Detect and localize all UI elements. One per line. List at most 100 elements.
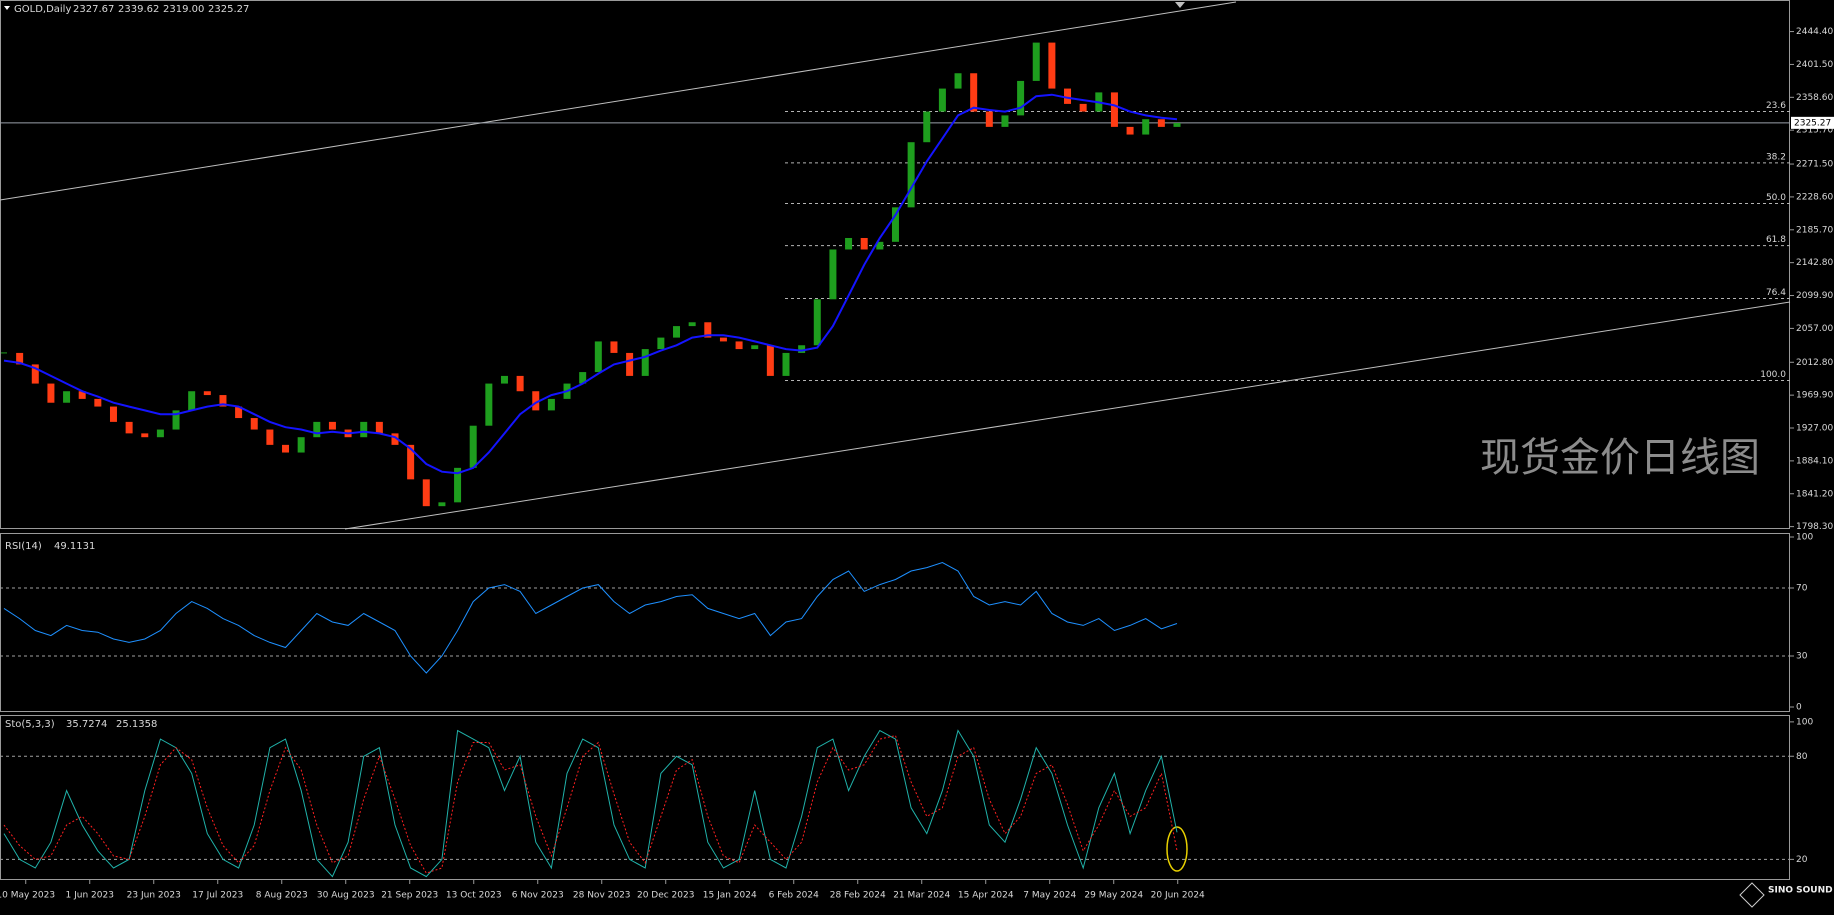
x-tick-label: 23 Jun 2023 (127, 891, 181, 901)
candle (282, 444, 290, 453)
candle (469, 425, 477, 468)
stoch-panel-frame (0, 715, 1790, 880)
candle (547, 398, 555, 411)
current-price-label: 2325.27 (1794, 118, 1831, 128)
x-tick-label: 30 Aug 2023 (317, 891, 375, 901)
low: 2319.00 (163, 4, 204, 15)
candle (845, 237, 853, 250)
candle (641, 349, 649, 376)
y-tick-label: 1927.00 (1796, 424, 1833, 434)
x-tick-label: 28 Feb 2024 (830, 891, 886, 901)
logo: SINO SOUND (1768, 886, 1833, 896)
candle (532, 391, 540, 411)
candle (16, 352, 24, 365)
y-tick-label: 1841.20 (1796, 489, 1833, 499)
candle (876, 241, 884, 250)
candle (1079, 103, 1087, 112)
candle (78, 391, 86, 399)
x-tick-label: 13 Oct 2023 (446, 891, 502, 901)
rsi-panel-frame (0, 533, 1790, 712)
y-tick-label: 2012.80 (1796, 358, 1833, 368)
candle (1032, 42, 1040, 81)
y-tick-label: 70 (1796, 584, 1808, 594)
candle (375, 421, 383, 434)
candle (188, 391, 196, 411)
candle (203, 391, 211, 396)
candle (610, 341, 618, 353)
candle (579, 372, 587, 384)
candle (688, 322, 696, 327)
x-tick-label: 15 Jan 2024 (703, 891, 757, 901)
fib-label: 23.6 (1766, 101, 1786, 111)
y-tick-label: 2315.70 (1796, 126, 1833, 136)
fib-label: 100.0 (1760, 370, 1786, 380)
y-tick-label: 20 (1796, 855, 1808, 865)
indicator-title: Sto(5,3,3) (5, 719, 55, 730)
menu-arrow (4, 6, 10, 10)
high: 2339.62 (118, 4, 159, 15)
candle (798, 345, 806, 353)
candle (422, 479, 430, 507)
candle (313, 421, 321, 438)
candle (813, 299, 821, 346)
candle (673, 326, 681, 338)
fib-label: 76.4 (1766, 288, 1786, 298)
candle (735, 341, 743, 350)
candle (94, 398, 102, 407)
candle (297, 437, 305, 453)
x-tick-label: 21 Mar 2024 (893, 891, 950, 901)
indicator-line (3, 561, 1178, 674)
y-tick-label: 2099.90 (1796, 291, 1833, 301)
indicator-line (3, 735, 1178, 874)
y-tick-label: 100 (1796, 717, 1813, 727)
x-tick-label: 20 Dec 2023 (637, 891, 695, 901)
candle (1048, 42, 1056, 89)
candle (31, 364, 39, 384)
candle (907, 142, 915, 208)
y-tick-label: 2444.40 (1796, 27, 1833, 37)
candle (1001, 115, 1009, 127)
indicator-title: RSI(14) (5, 541, 42, 552)
candle (1142, 119, 1150, 135)
candle (1017, 80, 1025, 116)
candle (360, 421, 368, 438)
candle (891, 207, 899, 242)
main-panel-frame (0, 0, 1790, 529)
candle (719, 337, 727, 342)
logo-icon (1739, 882, 1765, 908)
candle (923, 111, 931, 143)
indicator-value: 35.7274 (66, 719, 107, 730)
candle (328, 421, 336, 430)
candle (250, 418, 258, 430)
candle (407, 444, 415, 480)
y-tick-label: 1969.90 (1796, 391, 1833, 401)
highlight-circle (1166, 826, 1188, 872)
candle (829, 249, 837, 300)
indicator-line (3, 729, 1178, 878)
candle (657, 337, 665, 350)
candle (125, 421, 133, 434)
candle (594, 341, 602, 373)
candle (235, 406, 243, 419)
candle (266, 429, 274, 445)
candle (970, 73, 978, 112)
x-tick-label: 29 May 2024 (1084, 891, 1143, 901)
y-tick-label: 2057.00 (1796, 324, 1833, 334)
y-tick-label: 30 (1796, 652, 1808, 662)
y-tick-label: 0 (1796, 703, 1802, 713)
candle (156, 429, 164, 438)
fib-label: 38.2 (1766, 152, 1786, 162)
y-tick-label: 2228.60 (1796, 192, 1833, 202)
current-price-box (1791, 116, 1834, 129)
candle (1173, 123, 1181, 127)
watermark: 现货金价日线图 (1480, 435, 1760, 481)
x-tick-label: 1 Jun 2023 (66, 891, 114, 901)
candle (454, 467, 462, 503)
candle (1157, 119, 1165, 127)
y-tick-label: 1884.10 (1796, 456, 1833, 466)
channel-handle (1175, 2, 1185, 8)
candle (109, 406, 117, 422)
channel-lower (344, 301, 1791, 530)
